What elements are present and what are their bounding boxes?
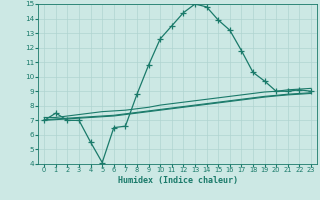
X-axis label: Humidex (Indice chaleur): Humidex (Indice chaleur)	[118, 176, 238, 185]
